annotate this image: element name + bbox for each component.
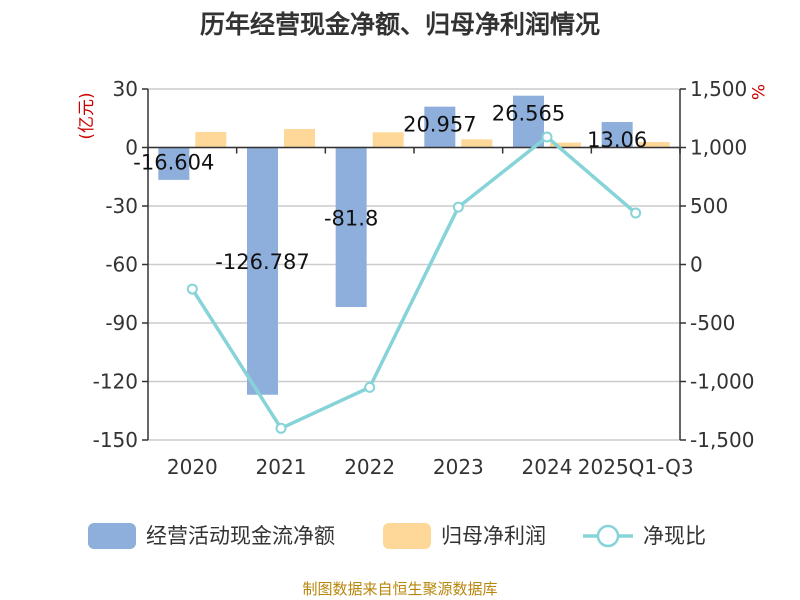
bar-net-profit: [638, 142, 670, 148]
line-point: [364, 381, 376, 393]
bar-net-profit: [461, 139, 493, 148]
left-axis-unit: (亿元): [77, 92, 97, 139]
bars: [158, 95, 670, 395]
left-tick-label: 0: [125, 136, 138, 160]
chart-title: 历年经营现金净额、归母净利润情况: [200, 10, 600, 39]
bar-operating-cash-flow: [601, 122, 633, 148]
left-tick-label: -60: [105, 253, 138, 277]
bar-operating-cash-flow: [158, 147, 190, 180]
line-point: [275, 422, 287, 434]
bar-net-profit: [195, 131, 227, 148]
right-tick-label: 500: [690, 194, 728, 218]
data-label: 26.565: [492, 102, 565, 126]
left-tick-label: 30: [113, 77, 138, 101]
line-point: [452, 201, 464, 213]
data-label: -16.604: [133, 151, 214, 175]
right-axis-unit: %: [747, 84, 767, 100]
data-label: -126.787: [215, 250, 309, 274]
bar-operating-cash-flow: [247, 147, 278, 395]
category-label: 2024: [522, 455, 573, 479]
right-tick-label: -1,000: [690, 370, 754, 394]
category-label: 2020: [167, 455, 218, 479]
category-label: 2023: [433, 455, 484, 479]
data-label: -81.8: [324, 206, 378, 230]
legend: 经营活动现金流净额 归母净利润 净现比: [88, 523, 706, 549]
source-note: 制图数据来自恒生聚源数据库: [302, 580, 497, 598]
right-tick-label: -500: [690, 311, 735, 335]
data-label: 20.957: [403, 113, 476, 137]
line-series: [186, 131, 642, 434]
legend-label: 归母净利润: [441, 524, 546, 548]
bar-operating-cash-flow: [335, 147, 367, 308]
legend-swatch: [88, 523, 136, 549]
legend-line-marker: [596, 524, 620, 548]
category-label: 2021: [256, 455, 307, 479]
legend-swatch: [383, 523, 431, 549]
right-tick-label: 1,500: [690, 77, 747, 101]
line-point: [186, 283, 198, 295]
left-tick-label: -150: [93, 428, 138, 452]
right-tick-label: -1,500: [690, 428, 754, 452]
right-tick-label: 1,000: [690, 136, 747, 160]
left-tick-label: -30: [105, 194, 138, 218]
bar-net-profit: [372, 132, 404, 148]
category-label: 2022: [344, 455, 395, 479]
legend-label: 经营活动现金流净额: [146, 524, 335, 548]
bar-net-profit: [284, 128, 315, 148]
left-tick-label: -120: [93, 370, 138, 394]
axes: 30 0 -30 -60 -90 -120 -150 1,500 1,000 500 0 -500 -1…: [93, 77, 755, 479]
bar-operating-cash-flow: [513, 95, 544, 148]
bar-net-profit: [550, 142, 581, 148]
data-label: 13.06: [587, 128, 647, 152]
line-cash-ratio: [190, 135, 637, 431]
bar-operating-cash-flow: [424, 106, 456, 148]
line-point: [630, 207, 642, 219]
right-tick-label: 0: [690, 253, 703, 277]
line-point: [541, 131, 553, 143]
data-labels: -16.604 -126.787 -81.8 20.957 26.565 13.06: [133, 102, 647, 274]
category-label: 2025Q1-Q3: [578, 455, 694, 479]
left-tick-label: -90: [105, 311, 138, 335]
legend-label: 净现比: [643, 524, 706, 548]
